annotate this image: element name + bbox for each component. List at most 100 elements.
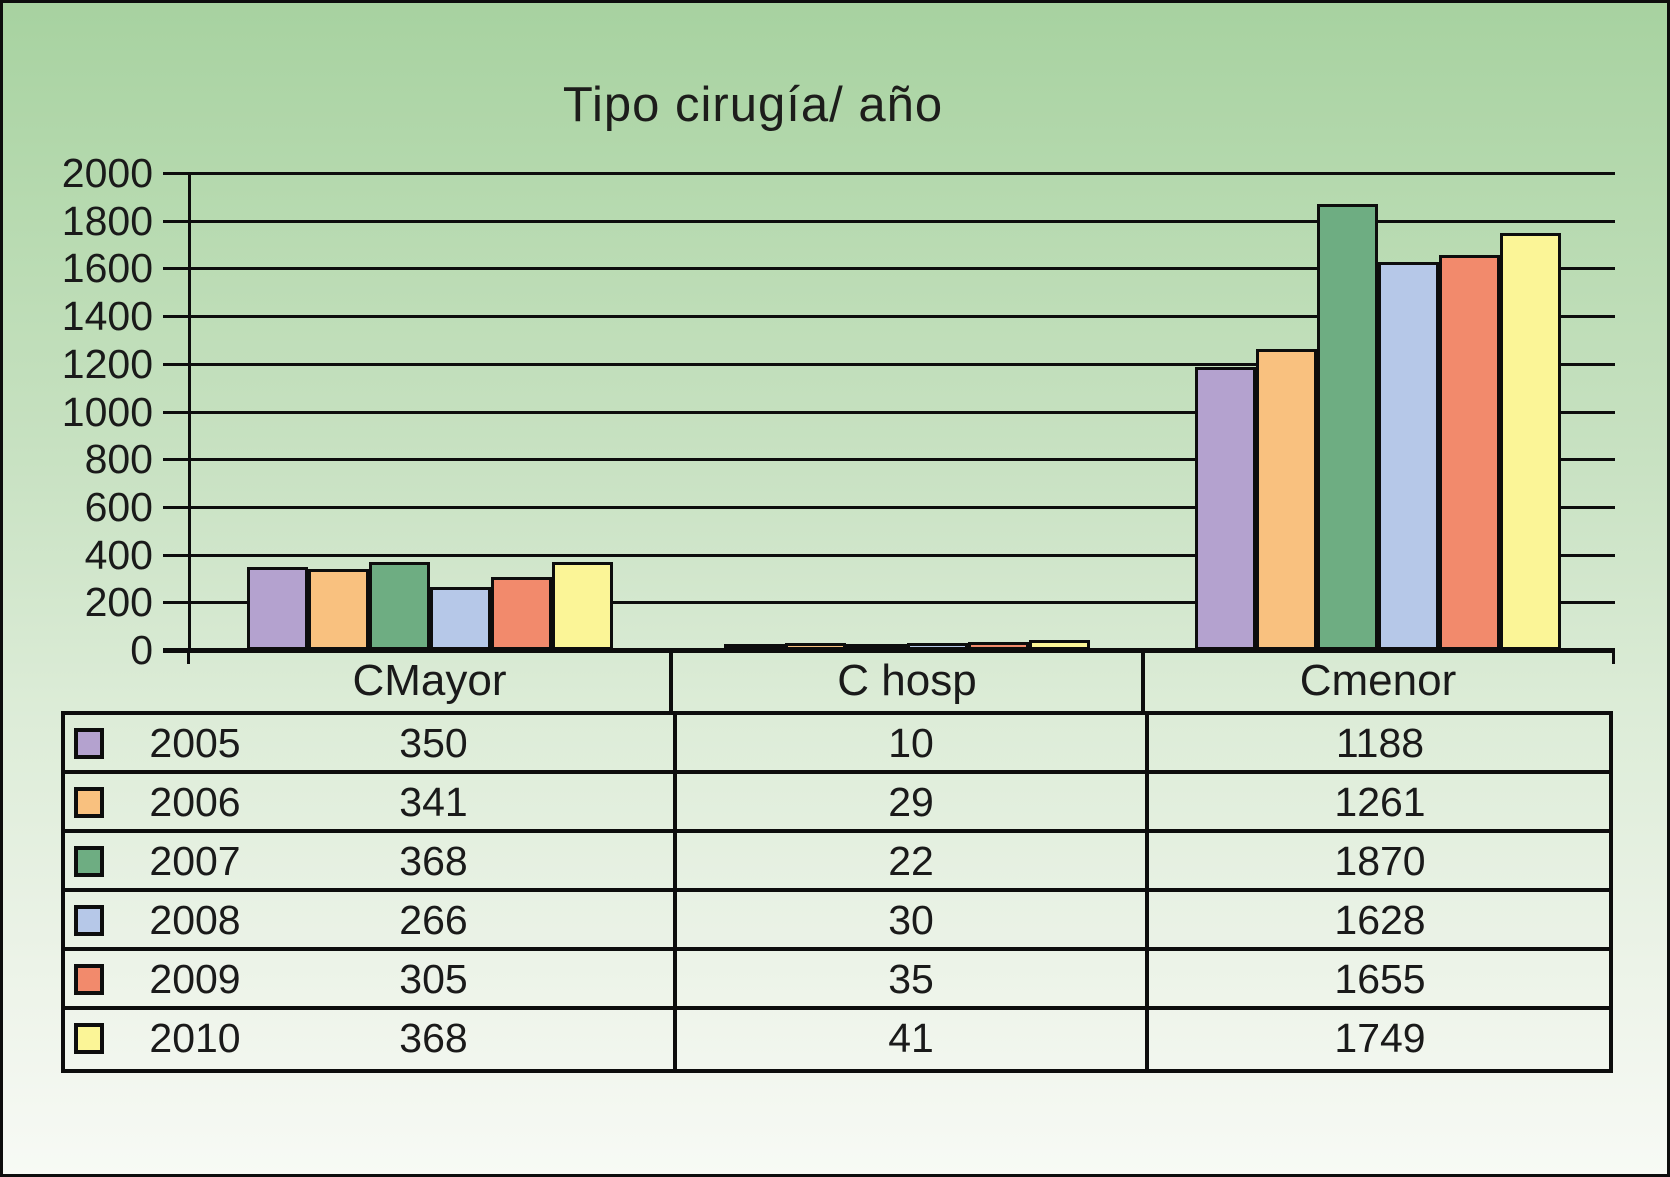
y-axis-tick-label: 600 [84,483,153,530]
bar-group-cmenor [1143,173,1613,650]
y-axis-tick-label: 0 [130,627,153,673]
value-cell-2009-cmayor: 305 [399,956,468,1002]
category-divider [1141,650,1145,715]
year-cell: 2005 [149,720,241,766]
table-column-divider [1145,892,1149,947]
table-column-divider [673,833,677,888]
legend-swatch-2005 [74,728,104,759]
year-cell: 2006 [149,779,241,825]
value-cell-2008-cmayor: 266 [399,897,468,943]
value-cell-2010-c-hosp: 41 [888,1015,934,1061]
y-axis-tick-label: 1800 [61,197,153,244]
y-axis-tick-label: 1000 [61,388,153,435]
table-row-2008: 2008 266 30 1628 [65,892,1609,951]
legend-swatch-2008 [74,905,104,936]
y-axis-tick-label: 400 [84,531,153,578]
bar-2008-cmenor [1378,262,1439,650]
axis-end-tick [187,650,190,664]
value-cell-2008-c-hosp: 30 [888,897,934,943]
axis-end-tick [1612,650,1615,664]
gridline [163,267,1615,271]
table-column-divider [673,892,677,947]
value-cell-2009-cmenor: 1655 [1334,956,1426,1002]
bar-2006-cmayor [307,569,369,650]
gridline [163,315,1615,319]
category-label-2: Cmenor [1299,656,1457,705]
table-row-2007: 2007 368 22 1870 [65,833,1609,892]
table-row-2010: 2010 368 41 1749 [65,1010,1609,1069]
table-column-divider [1145,774,1149,829]
gridline [163,553,1615,557]
bar-group-cmayor [188,173,671,650]
bar-2005-cmenor [1195,367,1256,650]
year-cell: 2009 [149,956,241,1002]
gridline [163,601,1615,605]
bar-2007-cmayor [368,562,430,650]
value-cell-2005-cmenor: 1188 [1335,720,1425,766]
value-cell-2006-cmayor: 341 [399,779,468,825]
gridline [163,458,1615,462]
y-axis-tick-label: 1200 [61,340,153,387]
gridline [163,410,1615,414]
bar-2009-c-hosp [968,642,1029,650]
y-axis-tick-label: 800 [84,436,153,483]
bar-2005-cmayor [246,567,308,650]
bar-2005-c-hosp [724,644,785,650]
value-cell-2006-cmenor: 1261 [1334,779,1426,825]
table-row-2006: 2006 341 29 1261 [65,774,1609,833]
year-cell: 2010 [149,1015,241,1061]
value-cell-2007-cmayor: 368 [399,838,468,884]
bar-2009-cmenor [1439,255,1500,650]
bar-2010-cmenor [1500,233,1561,650]
table-column-divider [1145,1010,1149,1069]
y-axis-tick-label: 1400 [61,293,153,340]
y-axis-tick-label: 200 [84,579,153,626]
year-cell: 2008 [149,897,241,943]
bar-2008-c-hosp [907,643,968,650]
legend-swatch-2009 [74,964,104,995]
table-row-2005: 2005 350 10 1188 [65,715,1609,774]
category-label-0: CMayor [352,656,507,705]
gridline [163,505,1615,509]
category-divider [669,650,673,715]
table-column-divider [673,715,677,770]
bar-2006-cmenor [1256,349,1317,650]
gridline [163,172,1615,175]
value-cell-2008-cmenor: 1628 [1334,897,1426,943]
y-axis-tick-label: 1600 [61,245,153,292]
category-label-1: C hosp [837,656,977,705]
value-cell-2009-c-hosp: 35 [888,956,934,1002]
chart-title: Tipo cirugía/ año [562,78,944,132]
legend-swatch-2006 [74,787,104,818]
table-column-divider [1145,715,1149,770]
y-axis-tick-label: 2000 [61,150,153,196]
x-axis-line [163,648,1615,653]
table-column-divider [1145,951,1149,1006]
table-column-divider [673,1010,677,1069]
legend-swatch-2007 [74,846,104,877]
bar-group-c-hosp [671,173,1143,650]
bar-2007-cmenor [1317,204,1378,650]
bar-2008-cmayor [429,587,491,650]
bar-2006-c-hosp [785,643,846,650]
data-table: 2005 350 10 1188 2006 341 29 1261 2007 368 22 1870 2… [61,711,1613,1073]
table-column-divider [1145,833,1149,888]
value-cell-2007-cmenor: 1870 [1334,838,1426,884]
year-cell: 2007 [149,838,241,884]
legend-swatch-2010 [74,1023,104,1054]
bar-2010-cmayor [551,562,613,650]
value-cell-2005-c-hosp: 10 [888,720,934,766]
bar-2010-c-hosp [1029,640,1090,650]
value-cell-2010-cmenor: 1749 [1334,1015,1426,1061]
value-cell-2010-cmayor: 368 [399,1015,468,1061]
table-column-divider [673,951,677,1006]
value-cell-2006-c-hosp: 29 [888,779,934,825]
bar-2009-cmayor [490,577,552,650]
table-column-divider [673,774,677,829]
gridline [163,219,1615,223]
bar-2007-c-hosp [846,644,907,650]
value-cell-2007-c-hosp: 22 [888,838,934,884]
value-cell-2005-cmayor: 350 [399,720,468,766]
gridline [163,362,1615,366]
